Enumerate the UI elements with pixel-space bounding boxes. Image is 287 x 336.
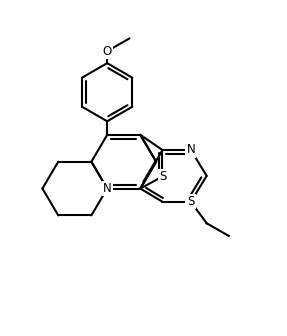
Text: O: O — [102, 45, 112, 58]
Text: N: N — [187, 195, 195, 208]
Text: N: N — [103, 182, 112, 195]
Text: N: N — [187, 143, 195, 157]
Text: S: S — [159, 170, 166, 183]
Text: S: S — [187, 195, 195, 208]
